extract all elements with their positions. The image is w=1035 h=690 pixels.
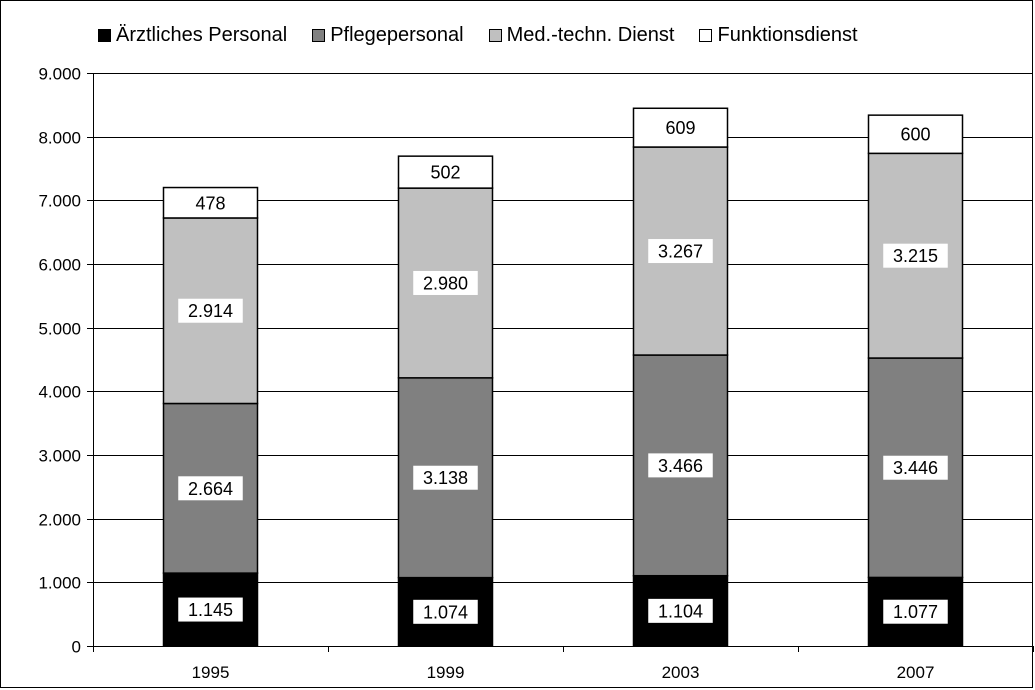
data-label-2003-0: 1.104	[658, 601, 703, 621]
data-label-box-1995-0	[178, 597, 243, 622]
data-label-1999-3: 502	[430, 163, 460, 183]
data-label-1999-0: 1.074	[423, 602, 468, 622]
data-label-box-2003-1	[648, 453, 713, 478]
data-label-box-1999-1	[413, 465, 478, 490]
data-label-2007-0: 1.077	[893, 602, 938, 622]
x-tick-label-2003: 2003	[662, 663, 700, 682]
legend-label-aerztliches-personal: Ärztliches Personal	[116, 23, 288, 46]
data-label-box-2003-2	[648, 239, 713, 264]
legend-item-funktionsdienst: Funktionsdienst	[699, 23, 858, 47]
legend-swatch-funktionsdienst	[699, 28, 713, 42]
data-label-2007-2: 3.215	[893, 246, 938, 266]
data-label-box-1999-3	[423, 160, 468, 185]
data-label-box-2007-2	[883, 243, 948, 268]
data-label-box-1999-2	[413, 270, 478, 295]
data-label-box-1995-3	[188, 190, 233, 215]
data-label-2003-2: 3.267	[658, 242, 703, 262]
legend-swatch-pflegepersonal	[312, 28, 326, 42]
y-tick-label-4000: 4.000	[38, 383, 81, 402]
data-label-box-2003-3	[658, 115, 703, 140]
data-label-box-2003-0	[648, 598, 713, 623]
legend-item-med-techn-dienst: Med.-techn. Dienst	[488, 23, 675, 47]
legend-swatch-med-techn-dienst	[488, 28, 502, 42]
legend-item-pflegepersonal: Pflegepersonal	[312, 23, 464, 47]
data-label-2003-1: 3.466	[658, 456, 703, 476]
data-label-1995-3: 478	[195, 193, 225, 213]
data-label-box-1999-0	[413, 599, 478, 624]
data-label-1995-0: 1.145	[188, 600, 233, 620]
y-tick-label-3000: 3.000	[38, 447, 81, 466]
data-label-2007-1: 3.446	[893, 458, 938, 478]
legend-swatch-aerztliches-personal	[98, 28, 111, 42]
y-tick-label-0: 0	[72, 638, 81, 657]
x-tick-label-2007: 2007	[897, 663, 935, 682]
y-tick-label-7000: 7.000	[38, 192, 81, 211]
y-tick-label-8000: 8.000	[38, 129, 81, 148]
y-tick-label-9000: 9.000	[38, 65, 81, 84]
y-tick-label-1000: 1.000	[38, 574, 81, 593]
y-tick-label-2000: 2.000	[38, 511, 81, 530]
data-label-1995-2: 2.914	[188, 301, 233, 321]
data-label-2003-3: 609	[665, 118, 695, 138]
data-label-1999-2: 2.980	[423, 273, 468, 293]
legend-item-aerztliches-personal: Ärztliches Personal	[98, 24, 287, 47]
x-tick-label-1999: 1999	[427, 663, 465, 682]
y-tick-label-5000: 5.000	[38, 320, 81, 339]
data-label-2007-3: 600	[900, 125, 930, 145]
data-label-1999-1: 3.138	[423, 468, 468, 488]
y-tick-label-6000: 6.000	[38, 256, 81, 275]
legend-label-pflegepersonal: Pflegepersonal	[330, 23, 464, 46]
data-label-box-1995-1	[178, 476, 243, 501]
data-label-box-2007-3	[893, 122, 938, 147]
data-label-1995-1: 2.664	[188, 479, 233, 499]
legend: Ärztliches Personal Pflegepersonal Med.-…	[98, 22, 858, 48]
legend-label-funktionsdienst: Funktionsdienst	[717, 23, 858, 46]
data-label-box-2007-1	[883, 455, 948, 480]
x-tick-label-1995: 1995	[192, 663, 230, 682]
legend-label-med-techn-dienst: Med.-techn. Dienst	[506, 23, 675, 46]
data-label-box-2007-0	[883, 599, 948, 624]
data-label-box-1995-2	[178, 298, 243, 323]
